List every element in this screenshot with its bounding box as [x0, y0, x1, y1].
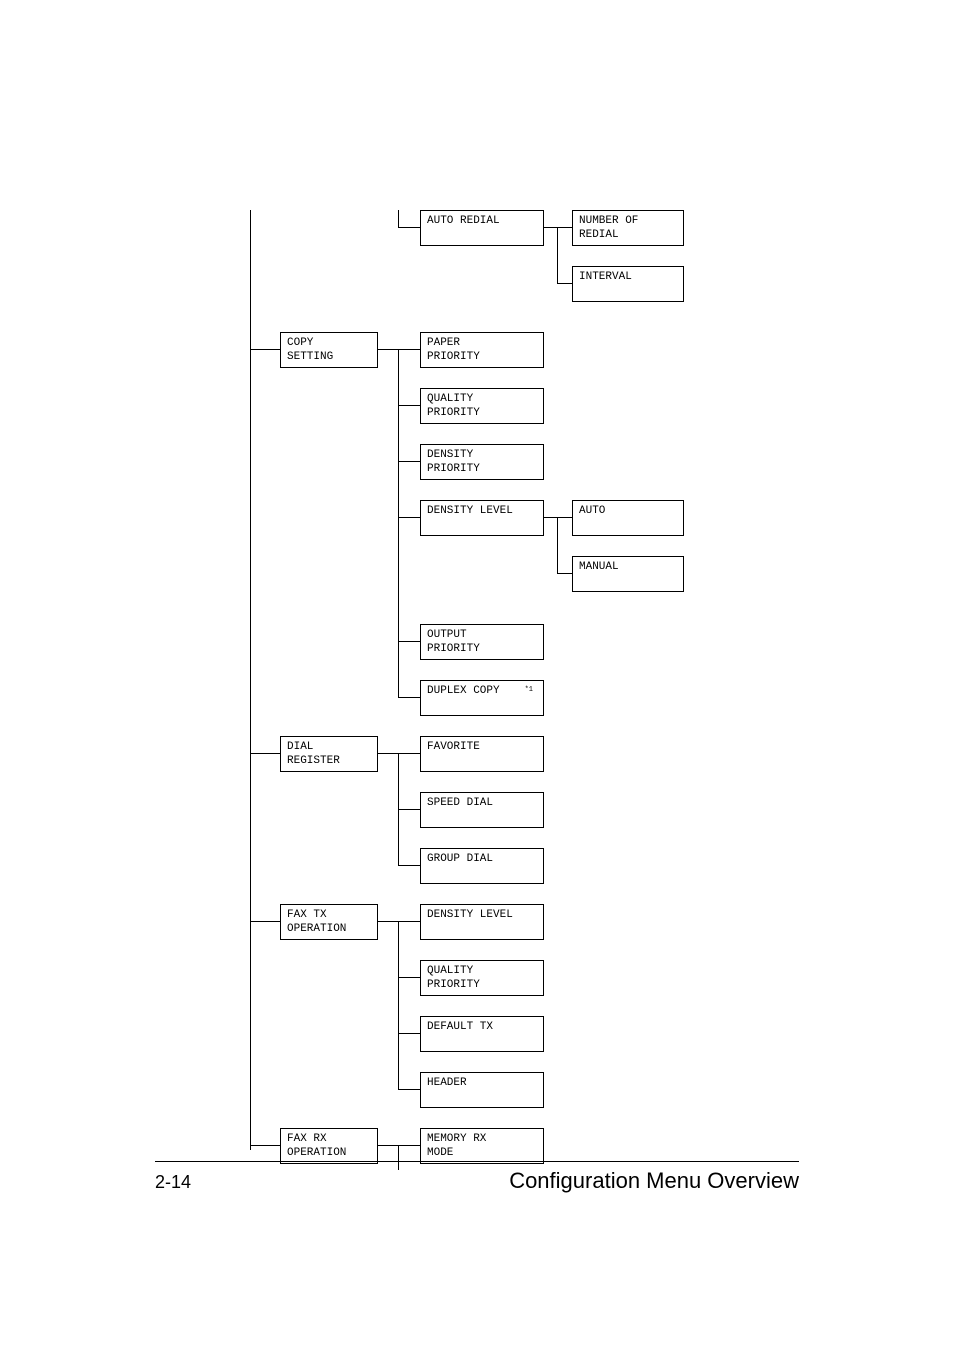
node-copy_setting: COPY SETTING — [280, 332, 378, 368]
node-header: HEADER — [420, 1072, 544, 1108]
page-footer: 2-14 Configuration Menu Overview — [155, 1168, 799, 1194]
node-num_redial: NUMBER OF REDIAL — [572, 210, 684, 246]
node-density_lvl2: DENSITY LEVEL — [420, 904, 544, 940]
page-number: 2-14 — [155, 1172, 191, 1193]
node-manual: MANUAL — [572, 556, 684, 592]
node-quality_pri2: QUALITY PRIORITY — [420, 960, 544, 996]
node-duplex_copy: DUPLEX COPY*1 — [420, 680, 544, 716]
superscript: *1 — [525, 683, 533, 697]
node-dial_register: DIAL REGISTER — [280, 736, 378, 772]
node-speed_dial: SPEED DIAL — [420, 792, 544, 828]
node-default_tx: DEFAULT TX — [420, 1016, 544, 1052]
node-fax_tx: FAX TX OPERATION — [280, 904, 378, 940]
node-auto_redial: AUTO REDIAL — [420, 210, 544, 246]
node-auto: AUTO — [572, 500, 684, 536]
node-output_pri: OUTPUT PRIORITY — [420, 624, 544, 660]
node-paper_pri: PAPER PRIORITY — [420, 332, 544, 368]
node-favorite: FAVORITE — [420, 736, 544, 772]
node-density_pri: DENSITY PRIORITY — [420, 444, 544, 480]
footer-divider — [155, 1161, 799, 1162]
node-interval: INTERVAL — [572, 266, 684, 302]
node-density_lvl: DENSITY LEVEL — [420, 500, 544, 536]
node-quality_pri: QUALITY PRIORITY — [420, 388, 544, 424]
node-memory_rx: MEMORY RX MODE — [420, 1128, 544, 1164]
node-group_dial: GROUP DIAL — [420, 848, 544, 884]
page-title: Configuration Menu Overview — [509, 1168, 799, 1194]
node-fax_rx: FAX RX OPERATION — [280, 1128, 378, 1164]
